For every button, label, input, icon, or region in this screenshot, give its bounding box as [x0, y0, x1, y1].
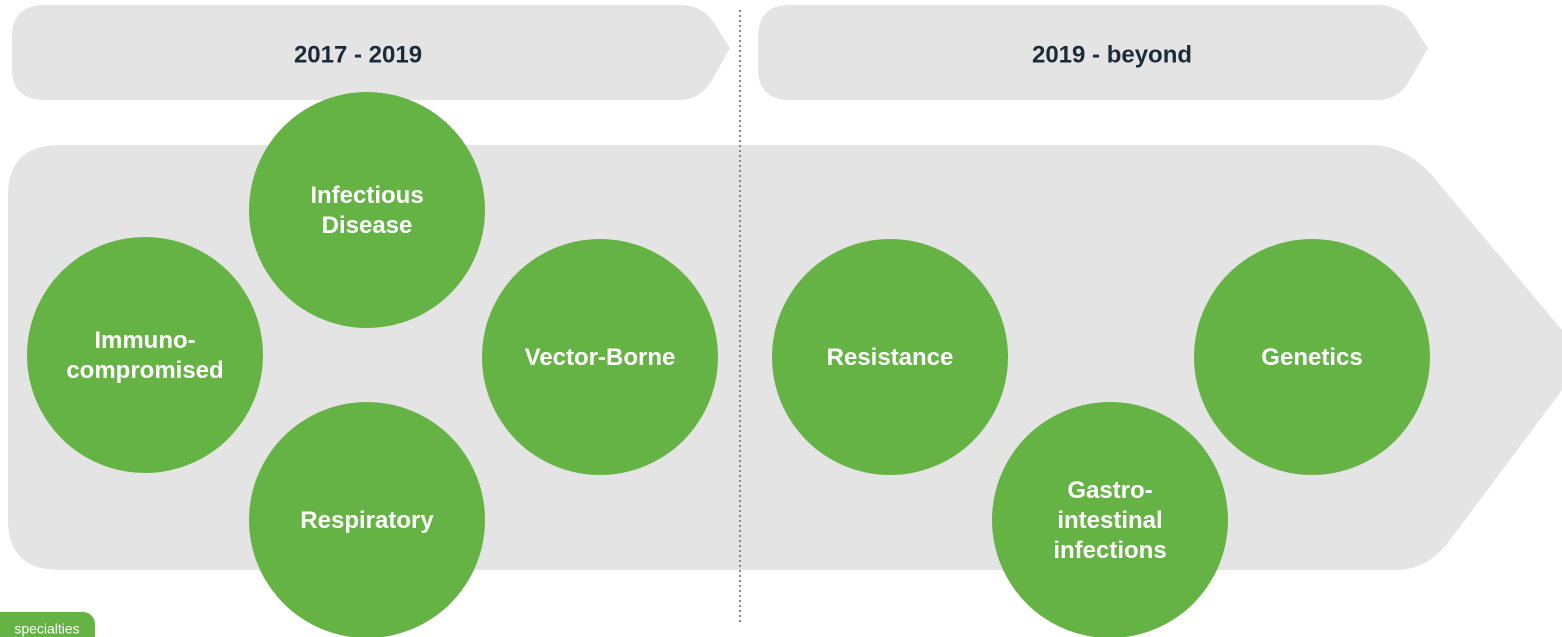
- topic-label: Immuno-compromised: [66, 327, 223, 384]
- period-banner: [758, 5, 1428, 100]
- badge: [0, 612, 95, 637]
- topic-label-line: intestinal: [1057, 507, 1162, 534]
- topic-circle: [482, 239, 718, 475]
- topic-label: Infectious Disease: [310, 182, 423, 239]
- topic-circle: [249, 92, 485, 328]
- topic-label-line: Disease: [322, 212, 413, 239]
- topic-label-line: Genetics: [1261, 344, 1362, 371]
- topic-label: Genetics: [1261, 344, 1362, 371]
- topic-label: Gastro-intestinal infections: [1053, 477, 1166, 564]
- topic-circle: [1194, 239, 1430, 475]
- topic-label-line: Resistance: [827, 344, 954, 371]
- topic-label-line: infections: [1053, 537, 1166, 564]
- topic-label: Vector-Borne: [525, 344, 676, 371]
- topic-label-line: Vector-Borne: [525, 344, 676, 371]
- topic-label: Resistance: [827, 344, 954, 371]
- topic-label-line: Respiratory: [300, 507, 434, 534]
- topic-circle: [992, 402, 1228, 637]
- topic-label-line: Immuno-: [94, 327, 195, 354]
- topic-circle: [27, 237, 263, 473]
- period-banner: [12, 5, 730, 100]
- topic-circle: [249, 402, 485, 637]
- topic-label-line: compromised: [66, 357, 223, 384]
- topic-label: Respiratory: [300, 507, 434, 534]
- topic-label-line: Infectious: [310, 182, 423, 209]
- period-label: 2017 - 2019: [294, 41, 422, 68]
- badge-label: specialties: [14, 621, 79, 637]
- period-label: 2019 - beyond: [1032, 41, 1192, 68]
- topic-circle: [772, 239, 1008, 475]
- topic-label-line: Gastro-: [1067, 477, 1152, 504]
